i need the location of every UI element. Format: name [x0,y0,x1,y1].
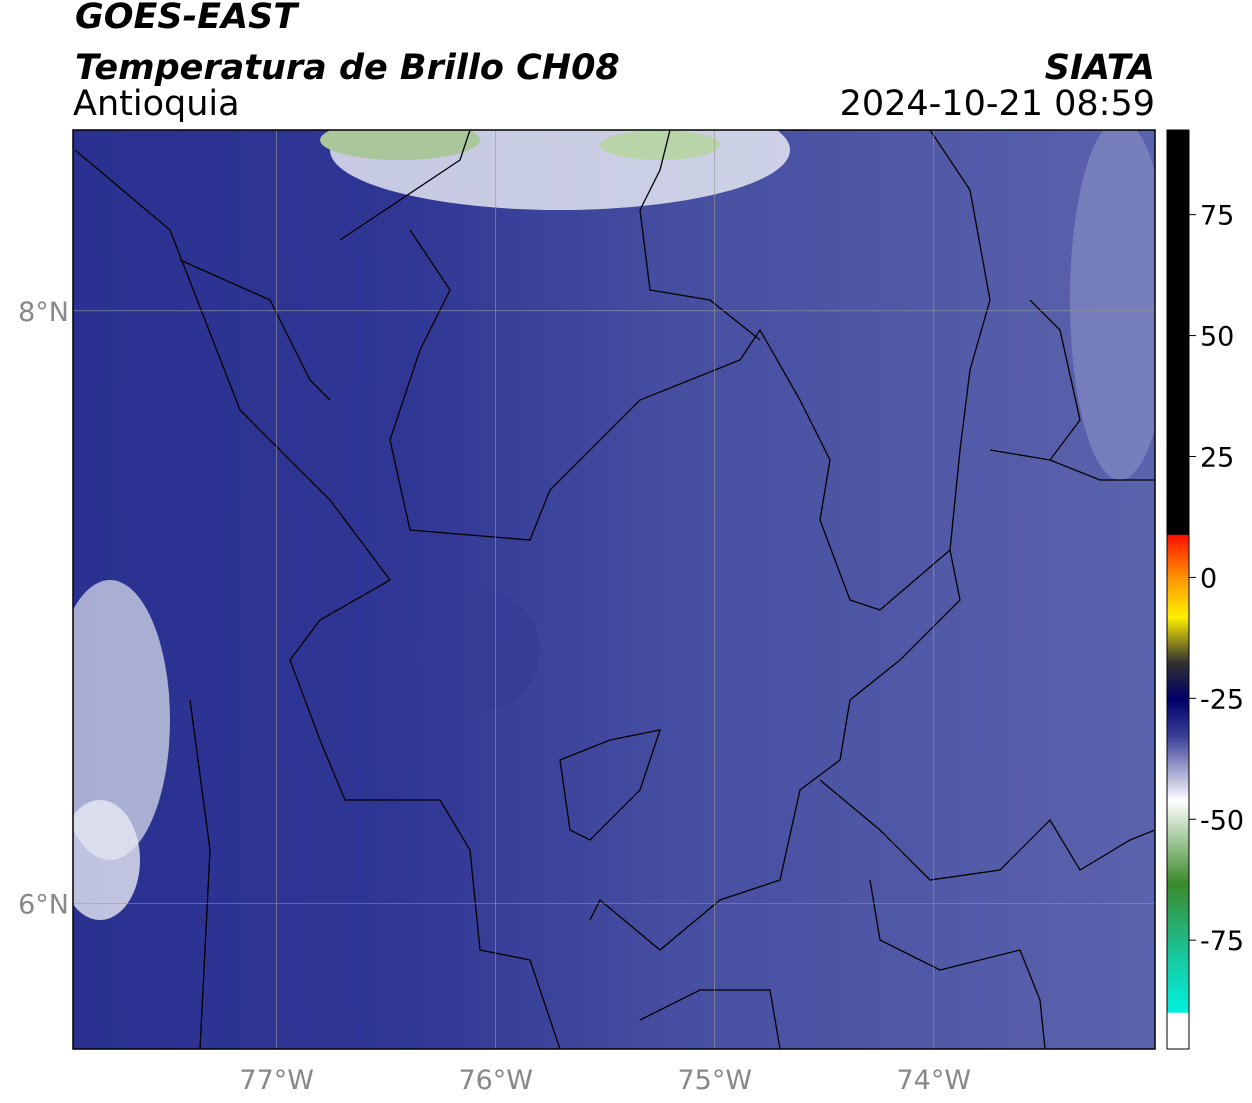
source: SIATA [1045,48,1155,88]
lon-label: 76°W [458,1065,533,1096]
colorbar-tick-label: -25 [1200,684,1244,715]
colorbar-tick-label: 50 [1200,322,1234,353]
lon-label: 75°W [677,1065,752,1096]
map-image [73,130,1155,1049]
lon-label: 77°W [239,1065,314,1096]
title: GOES-EAST [75,0,300,37]
colorbar-tick-label: 25 [1200,442,1234,473]
subtitle: Temperatura de Brillo CH08 [75,48,620,88]
region: Antioquia [73,84,240,124]
colorbar-tick-label: -50 [1200,805,1244,836]
map-frame [72,129,1156,1050]
lat-label: 8°N [18,297,69,328]
datetime: 2024-10-21 08:59 [840,84,1155,124]
colorbar-tick-label: -75 [1200,926,1244,957]
lon-label: 74°W [897,1065,972,1096]
lat-label: 6°N [18,890,69,921]
colorbar-tick-label: 75 [1200,201,1234,232]
colorbar [1166,129,1190,1050]
colorbar-tick-label: 0 [1200,563,1217,594]
graticule [73,130,1155,1049]
